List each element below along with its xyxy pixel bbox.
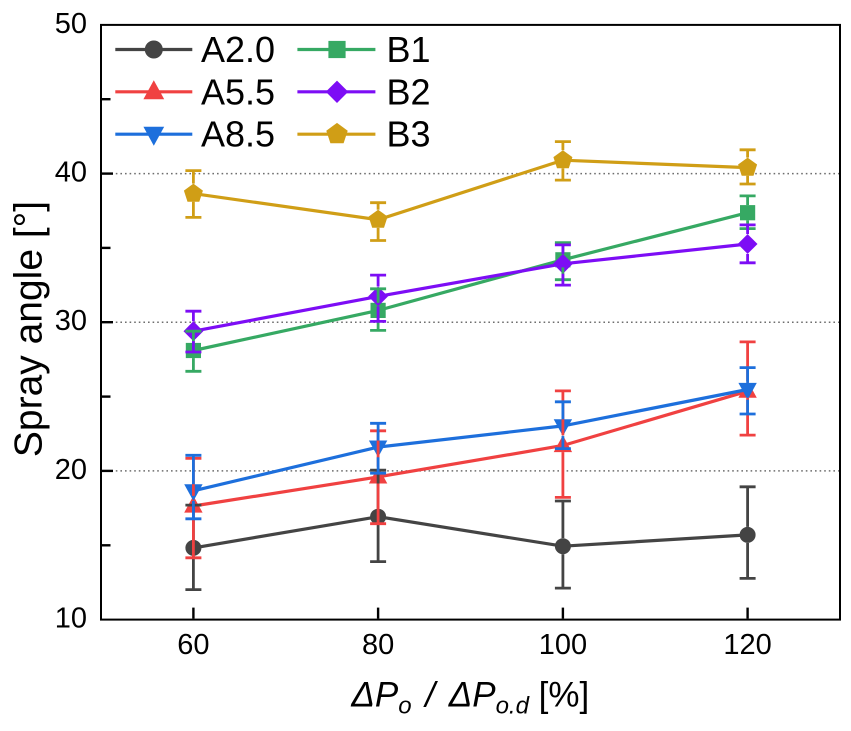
svg-text:80: 80 bbox=[362, 629, 394, 661]
svg-text:ΔPo / ΔPo.d [%]: ΔPo / ΔPo.d [%] bbox=[350, 676, 589, 720]
svg-text:100: 100 bbox=[539, 629, 587, 661]
svg-text:Spray angle [°]: Spray angle [°] bbox=[8, 201, 51, 457]
svg-text:60: 60 bbox=[177, 629, 209, 661]
svg-text:50: 50 bbox=[55, 8, 87, 40]
svg-text:10: 10 bbox=[55, 603, 87, 635]
svg-text:B1: B1 bbox=[387, 29, 431, 70]
svg-text:A5.5: A5.5 bbox=[201, 71, 275, 112]
svg-text:40: 40 bbox=[55, 157, 87, 189]
svg-text:A2.0: A2.0 bbox=[201, 29, 275, 70]
svg-text:30: 30 bbox=[55, 305, 87, 337]
svg-text:B3: B3 bbox=[387, 114, 431, 155]
svg-text:20: 20 bbox=[55, 454, 87, 486]
svg-text:B2: B2 bbox=[387, 71, 431, 112]
svg-text:120: 120 bbox=[723, 629, 771, 661]
svg-text:A8.5: A8.5 bbox=[201, 114, 275, 155]
